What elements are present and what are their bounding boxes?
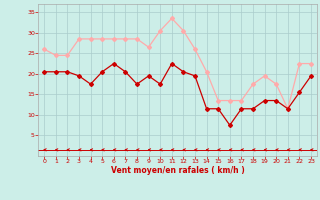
X-axis label: Vent moyen/en rafales ( km/h ): Vent moyen/en rafales ( km/h )	[111, 166, 244, 175]
